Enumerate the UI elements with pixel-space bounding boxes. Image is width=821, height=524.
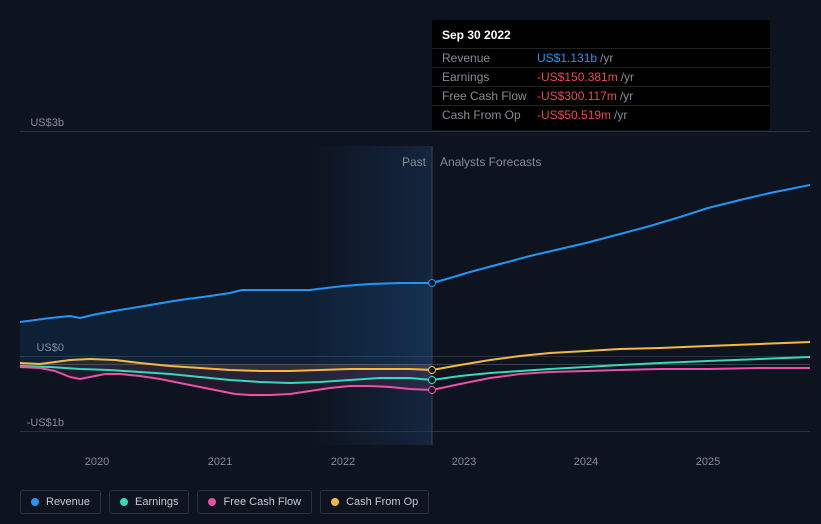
tooltip-row: Free Cash Flow-US$300.117m/yr: [432, 86, 770, 105]
tooltip-metric-value: -US$50.519m: [537, 108, 611, 122]
tooltip-metric-suffix: /yr: [614, 108, 627, 122]
legend-item-revenue[interactable]: Revenue: [20, 490, 101, 514]
legend-label: Revenue: [46, 496, 90, 508]
legend-label: Cash From Op: [346, 496, 418, 508]
tooltip-metric-label: Revenue: [442, 51, 537, 65]
legend-label: Free Cash Flow: [223, 496, 301, 508]
legend-item-earnings[interactable]: Earnings: [109, 490, 189, 514]
data-tooltip: Sep 30 2022 RevenueUS$1.131b/yrEarnings-…: [432, 20, 770, 130]
legend-label: Earnings: [135, 496, 178, 508]
marker-free_cash_flow: [428, 386, 436, 394]
tooltip-row: Earnings-US$150.381m/yr: [432, 67, 770, 86]
legend-dot-icon: [120, 498, 128, 506]
tooltip-metric-label: Free Cash Flow: [442, 89, 537, 103]
marker-cash_from_op: [428, 366, 436, 374]
legend-dot-icon: [208, 498, 216, 506]
tooltip-metric-suffix: /yr: [600, 51, 613, 65]
tooltip-metric-suffix: /yr: [621, 70, 634, 84]
tooltip-metric-label: Cash From Op: [442, 108, 537, 122]
tooltip-metric-value: -US$150.381m: [537, 70, 618, 84]
tooltip-metric-value: US$1.131b: [537, 51, 597, 65]
tooltip-metric-suffix: /yr: [620, 89, 633, 103]
legend-item-free_cash_flow[interactable]: Free Cash Flow: [197, 490, 312, 514]
marker-earnings: [428, 376, 436, 384]
forecast-region-label: Analysts Forecasts: [440, 155, 541, 169]
legend-dot-icon: [331, 498, 339, 506]
legend-dot-icon: [31, 498, 39, 506]
legend-item-cash_from_op[interactable]: Cash From Op: [320, 490, 429, 514]
tooltip-metric-label: Earnings: [442, 70, 537, 84]
tooltip-row: Cash From Op-US$50.519m/yr: [432, 105, 770, 124]
tooltip-metric-value: -US$300.117m: [537, 89, 617, 103]
chart-legend: Revenue Earnings Free Cash Flow Cash From O…: [20, 490, 429, 514]
marker-revenue: [428, 279, 436, 287]
tooltip-date: Sep 30 2022: [432, 26, 770, 48]
past-region-label: Past: [402, 155, 426, 169]
tooltip-row: RevenueUS$1.131b/yr: [432, 48, 770, 67]
